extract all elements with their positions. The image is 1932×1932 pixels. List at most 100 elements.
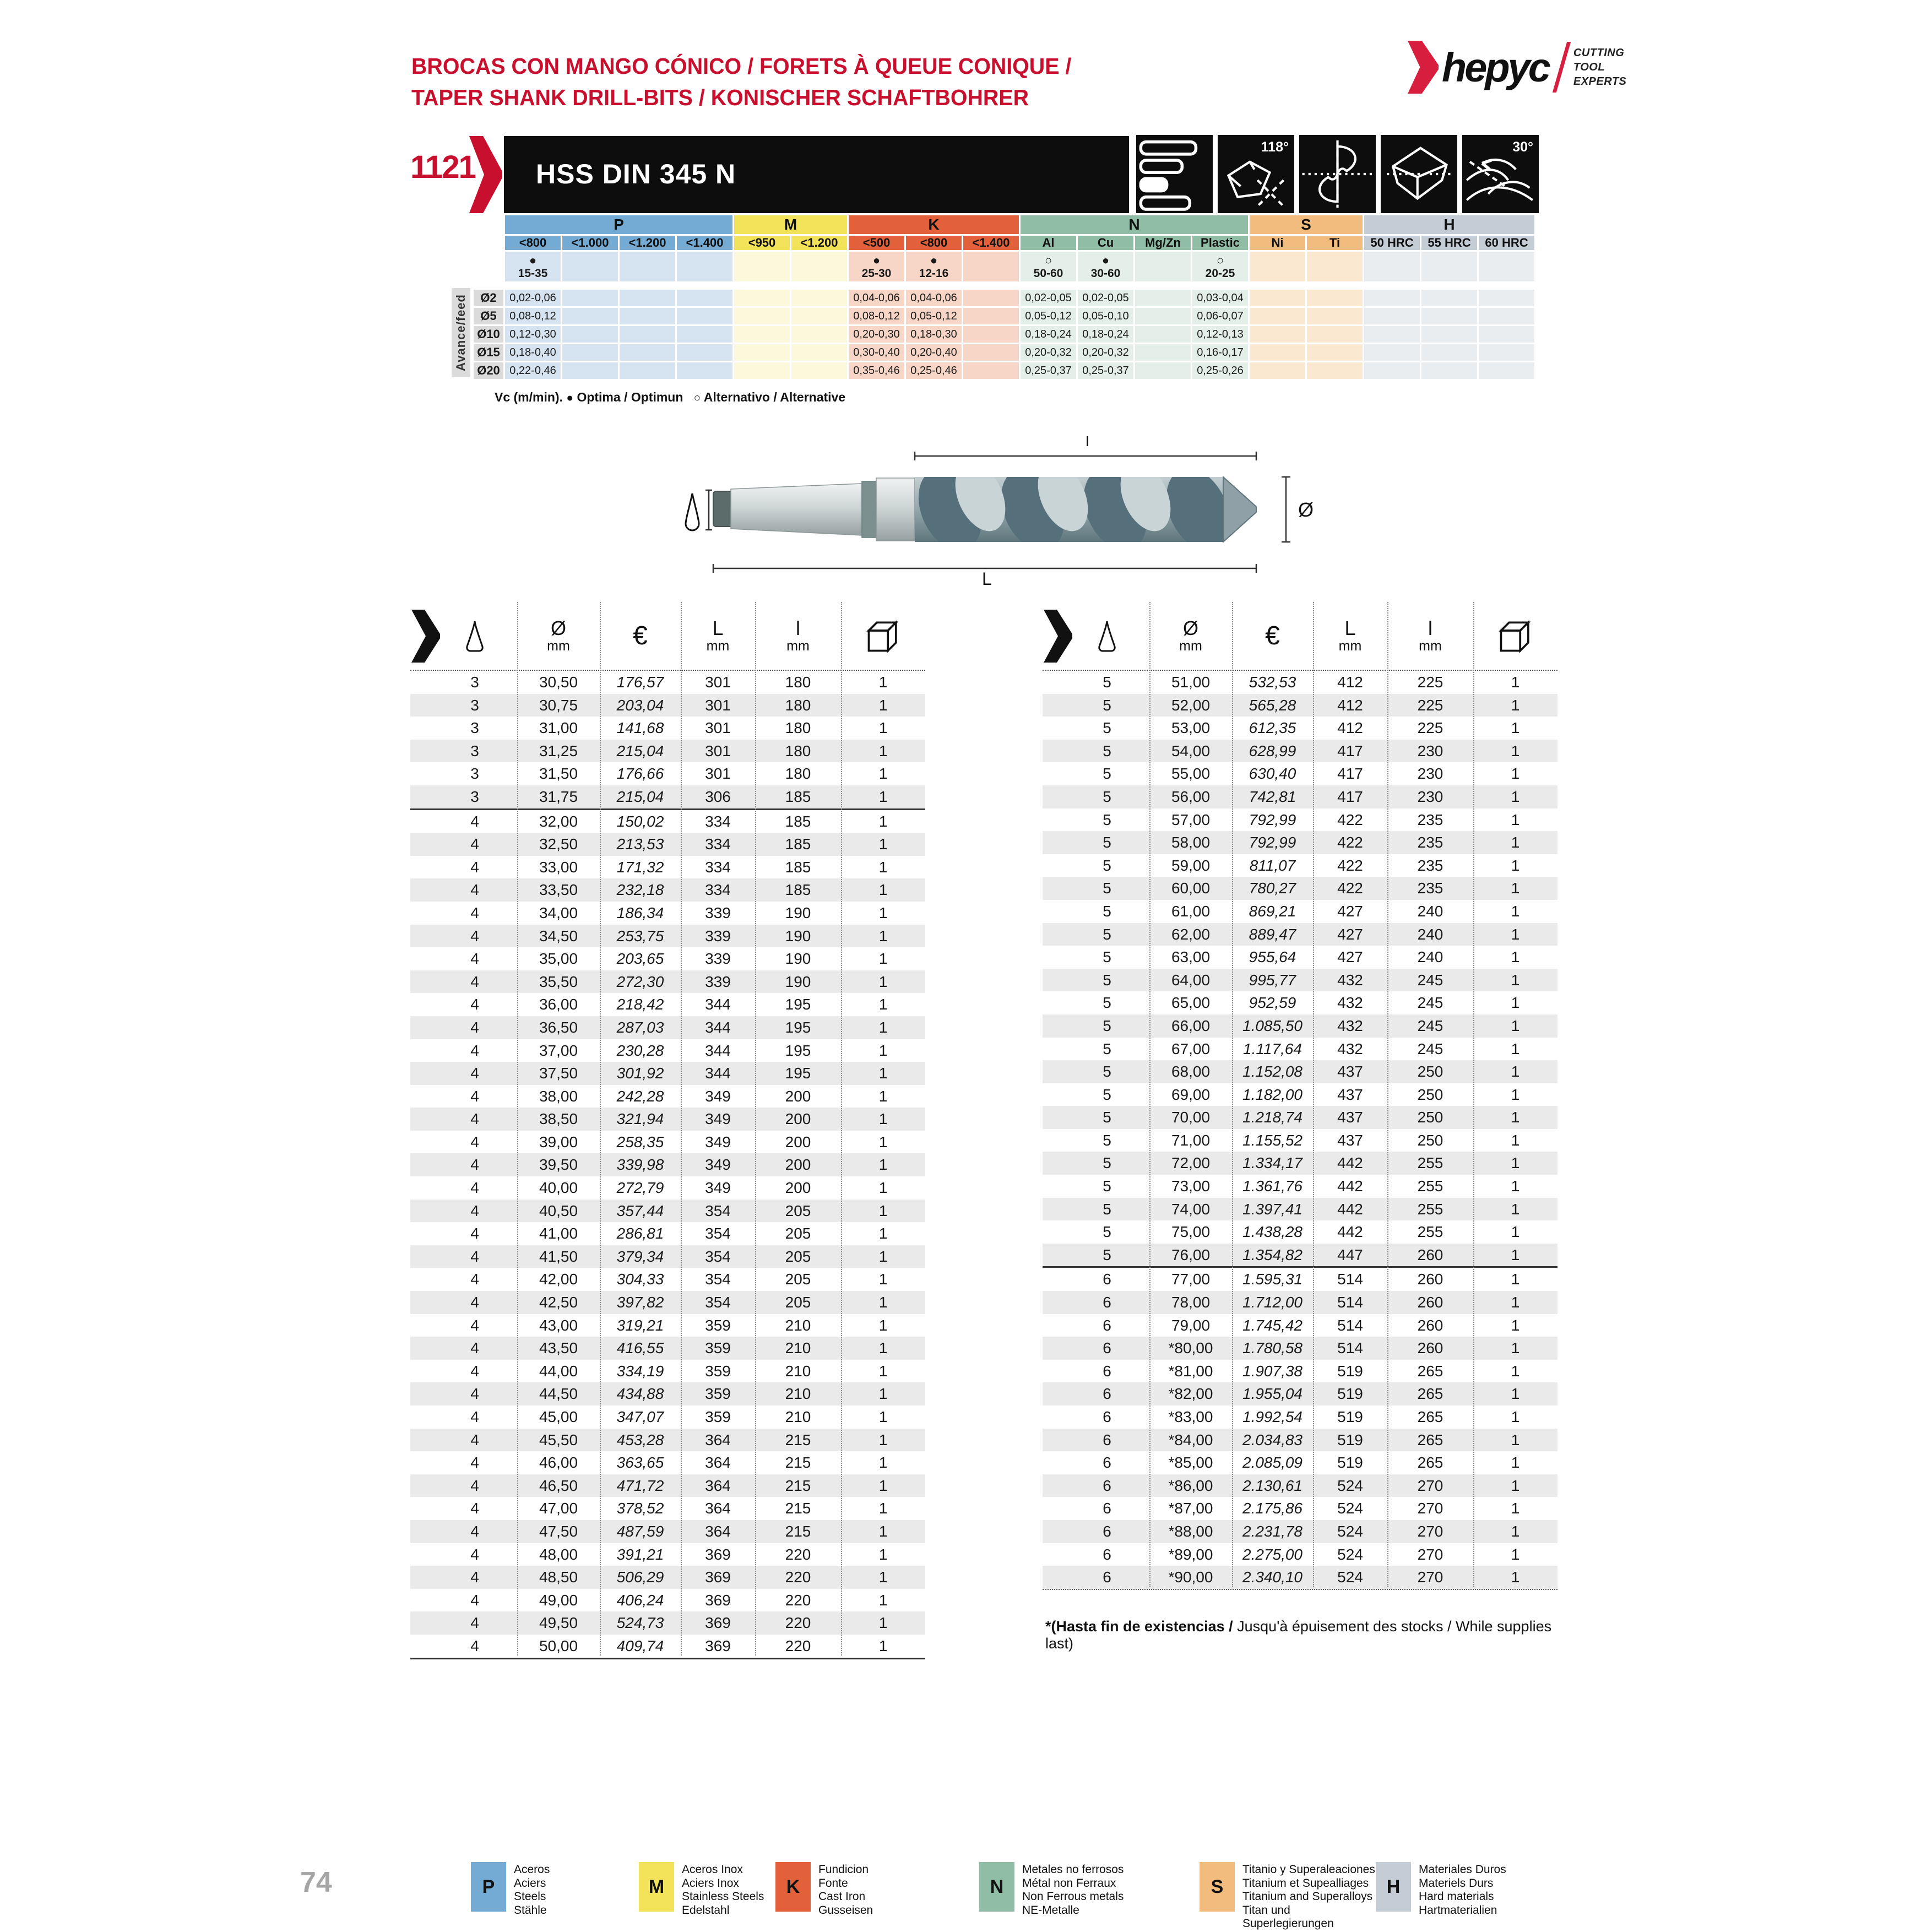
feed-value-cell — [677, 362, 732, 379]
material-group-H: H — [1364, 215, 1534, 234]
feed-value-cell: 0,05-0,12 — [906, 308, 962, 324]
point-angle-label: 118° — [1261, 139, 1289, 155]
feed-value-cell: 0,05-0,10 — [1078, 308, 1133, 324]
length-cell: 306 — [705, 788, 731, 805]
dia-cell: 32,50 — [539, 835, 578, 853]
length-cell: 354 — [705, 1247, 731, 1265]
feed-value-cell — [1364, 290, 1420, 306]
material-names: Materiales Duros Materiels Durs Hard mat… — [1419, 1863, 1506, 1917]
length-cell: 334 — [705, 858, 731, 876]
feed-value-cell: 0,16-0,17 — [1192, 344, 1248, 361]
taper-cell: 6 — [1103, 1431, 1111, 1448]
flute-cell: 190 — [785, 904, 811, 921]
pack-cell: 1 — [878, 1179, 888, 1197]
table-row: 5 64,00 995,77 432 245 1 — [1043, 968, 1557, 992]
dia-cell: *81,00 — [1168, 1362, 1213, 1380]
price-cell: 339,98 — [616, 1156, 664, 1174]
feed-value-cell — [1250, 344, 1305, 361]
price-cell: 1.334,17 — [1242, 1154, 1303, 1172]
taper-cell: 5 — [1103, 994, 1111, 1012]
length-cell: 519 — [1337, 1362, 1363, 1380]
dia-cell: 39,50 — [539, 1156, 578, 1174]
taper-cell: 5 — [1103, 811, 1111, 828]
table-row: 6 79,00 1.745,42 514 260 1 — [1043, 1314, 1557, 1337]
length-cell: 301 — [705, 674, 731, 691]
pack-cell: 1 — [878, 1133, 888, 1150]
dia-cell: 40,50 — [539, 1202, 578, 1219]
price-cell: 628,99 — [1249, 742, 1296, 759]
table-row: 4 41,50 379,34 354 205 1 — [410, 1245, 925, 1268]
legend-item: S Titanio y Superaleaciones Titanium et … — [1200, 1862, 1376, 1931]
price-cell: 2.340,10 — [1242, 1569, 1303, 1586]
pack-cell: 1 — [1511, 925, 1520, 943]
feed-value-cell — [1421, 362, 1477, 379]
feed-value-cell — [1135, 326, 1191, 343]
pack-cell: 1 — [878, 835, 888, 853]
dia-cell: 73,00 — [1171, 1177, 1211, 1195]
price-cell: 2.275,00 — [1242, 1545, 1303, 1563]
table-row: 5 69,00 1.182,00 437 250 1 — [1043, 1083, 1557, 1106]
feed-value-cell: 0,06-0,07 — [1192, 308, 1248, 324]
length-cell: 369 — [705, 1637, 731, 1654]
table-row: 4 49,00 406,24 369 220 1 — [410, 1589, 925, 1612]
flute-cell: 240 — [1417, 902, 1443, 920]
dia-cell: 48,50 — [539, 1569, 578, 1586]
length-cell: 514 — [1337, 1339, 1363, 1357]
length-cell: 524 — [1337, 1545, 1363, 1563]
flute-cell: 260 — [1417, 1316, 1443, 1334]
dia-cell: 30,50 — [539, 674, 578, 691]
flute-cell: 230 — [1417, 742, 1443, 759]
pack-cell: 1 — [1511, 1362, 1520, 1380]
length-cell: 437 — [1337, 1063, 1363, 1081]
flute-cell: 250 — [1417, 1131, 1443, 1149]
taper-cell: 4 — [470, 1569, 479, 1586]
feed-value-cell: 0,02-0,05 — [1021, 290, 1076, 306]
taper-cell: 4 — [470, 1431, 479, 1448]
table-row: 5 51,00 532,53 412 225 1 — [1043, 671, 1557, 694]
dia-cell: 34,50 — [539, 927, 578, 945]
material-subcolumn: Al — [1021, 236, 1076, 250]
feed-row: Ø2 0,02-0,06 0,04-0,06 0,04-0,06 0,02-0,05 0,… — [474, 290, 1539, 306]
dia-cell: 46,00 — [539, 1454, 578, 1472]
stock-footnote: *(Hasta fin de existencias / Jusqu'à épu… — [1045, 1618, 1574, 1652]
flute-cell: 265 — [1417, 1454, 1443, 1472]
length-cell: 344 — [705, 996, 731, 1013]
dia-cell: 59,00 — [1171, 856, 1211, 874]
legend-item: M Aceros Inox Aciers Inox Stainless Stee… — [639, 1862, 775, 1931]
price-cell: 334,19 — [616, 1362, 664, 1380]
flute-cell: 270 — [1417, 1569, 1443, 1586]
feed-value-cell — [1479, 290, 1534, 306]
pack-cell: 1 — [878, 1500, 888, 1517]
dim-flute-label: l — [1086, 436, 1089, 450]
cross-section-icon — [1299, 135, 1376, 213]
length-cell: 301 — [705, 696, 731, 714]
taper-cell: 5 — [1103, 1063, 1111, 1081]
pack-cell: 1 — [1511, 696, 1520, 714]
length-cell: 369 — [705, 1545, 731, 1563]
table-row: 6 *88,00 2.231,78 524 270 1 — [1043, 1519, 1557, 1543]
feed-value-cell: 0,03-0,04 — [1192, 290, 1248, 306]
table-row: 5 55,00 630,40 417 230 1 — [1043, 762, 1557, 785]
catalog-rows-left: 3 30,50 176,57 301 180 1 3 30,75 203,04 … — [410, 671, 925, 1659]
feed-value-cell — [734, 362, 790, 379]
pack-column-header — [1473, 618, 1557, 654]
taper-cell: 3 — [470, 765, 479, 783]
pack-cell: 1 — [1511, 1223, 1520, 1241]
flute-cell: 245 — [1417, 971, 1443, 989]
price-cell: 391,21 — [616, 1545, 664, 1563]
product-banner: HSS DIN 345 N — [504, 136, 1129, 213]
material-subcolumn: Ni — [1250, 236, 1305, 250]
price-cell: 378,52 — [616, 1500, 664, 1517]
taper-cell: 4 — [470, 1247, 479, 1265]
vc-range-cell — [1250, 252, 1305, 281]
feed-value-cell — [1307, 326, 1363, 343]
price-cell: 1.085,50 — [1242, 1017, 1303, 1034]
pack-cell: 1 — [1511, 674, 1520, 691]
pack-cell: 1 — [1511, 1131, 1520, 1149]
length-cell: 349 — [705, 1087, 731, 1105]
length-cell: 437 — [1337, 1131, 1363, 1149]
table-row: 4 33,00 171,32 334 185 1 — [410, 856, 925, 879]
